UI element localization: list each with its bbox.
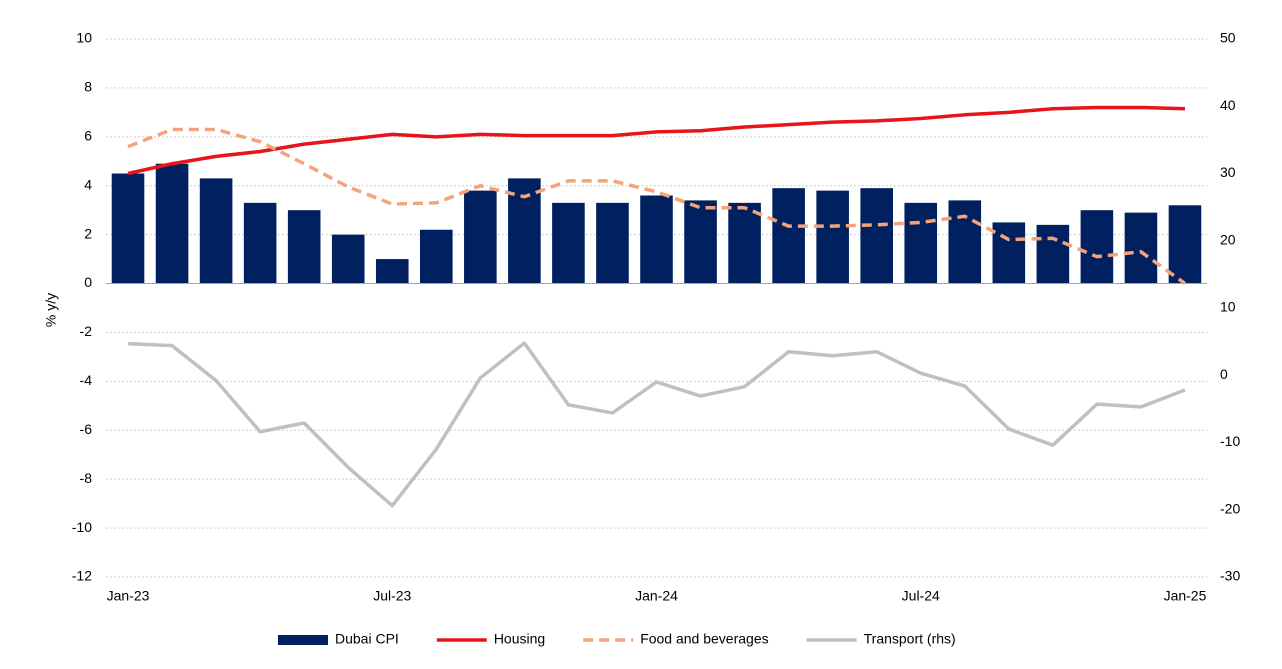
y2-tick-label: 30 — [1220, 164, 1236, 180]
y-tick-label: 2 — [84, 225, 92, 241]
y2-tick-label: 50 — [1220, 30, 1236, 46]
legend-swatch — [278, 635, 328, 645]
bar — [243, 202, 277, 284]
bar — [464, 190, 497, 284]
bar — [948, 200, 982, 284]
y-tick-label: 10 — [76, 30, 92, 46]
bar — [1124, 212, 1158, 284]
bar — [375, 259, 409, 284]
bar — [155, 163, 189, 284]
y2-tick-label: 40 — [1220, 97, 1236, 113]
y-tick-label: 8 — [84, 79, 92, 95]
bar — [552, 202, 585, 284]
y2-tick-label: -30 — [1220, 568, 1240, 584]
line-series — [127, 127, 1187, 285]
x-tick-label: Jul-23 — [373, 588, 411, 604]
x-tick-label: Jan-24 — [635, 588, 678, 604]
y2-tick-label: 10 — [1220, 299, 1236, 315]
y-tick-label: -2 — [80, 323, 93, 339]
bar — [596, 202, 629, 284]
bar — [772, 188, 805, 284]
legend-label: Dubai CPI — [335, 631, 399, 647]
bar — [992, 222, 1026, 284]
legend-label: Transport (rhs) — [864, 631, 956, 647]
y2-tick-label: -10 — [1220, 433, 1240, 449]
legend-label: Food and beverages — [640, 631, 768, 647]
bar — [1080, 210, 1114, 284]
bar — [684, 200, 717, 284]
bar — [1036, 224, 1070, 284]
bar — [728, 202, 761, 284]
y-axis-label: % y/y — [43, 293, 59, 327]
line-series — [127, 105, 1186, 176]
y2-tick-label: -20 — [1220, 500, 1240, 516]
y2-tick-label: 20 — [1220, 231, 1236, 247]
bar — [420, 229, 453, 284]
bar — [199, 178, 233, 284]
bar — [1168, 205, 1202, 284]
bar — [331, 234, 365, 284]
y-tick-label: -4 — [80, 372, 93, 388]
legend-label: Housing — [494, 631, 545, 647]
x-tick-label: Jan-25 — [1164, 588, 1207, 604]
y-tick-label: 4 — [84, 176, 92, 192]
y-tick-label: -12 — [72, 568, 92, 584]
bar — [860, 188, 893, 284]
bar — [111, 173, 145, 284]
bar — [640, 195, 673, 284]
bar — [287, 210, 321, 284]
line-series — [127, 341, 1186, 508]
x-tick-label: Jul-24 — [902, 588, 940, 604]
y-tick-label: -10 — [72, 519, 92, 535]
x-tick-label: Jan-23 — [107, 588, 150, 604]
y-tick-label: -8 — [80, 470, 93, 486]
bar — [904, 202, 938, 284]
y2-tick-label: 0 — [1220, 366, 1228, 382]
y-tick-label: 0 — [84, 274, 92, 290]
bar — [816, 190, 849, 284]
y-tick-label: 6 — [84, 128, 92, 144]
y-tick-label: -6 — [80, 421, 93, 437]
